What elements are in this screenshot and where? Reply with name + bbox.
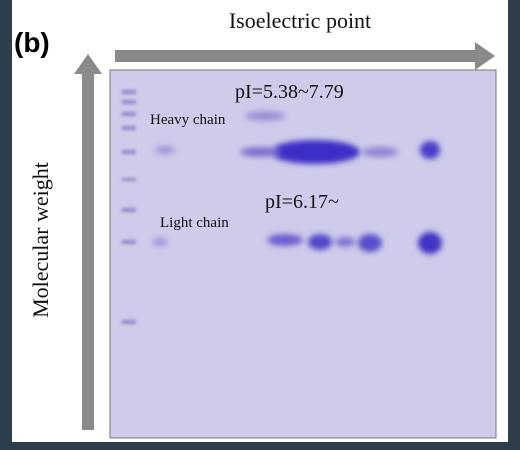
panel-label: (b) xyxy=(14,27,50,58)
heavy-chain: Heavy chain xyxy=(150,112,226,128)
x-arrow xyxy=(115,42,495,70)
x-axis-label: Isoelectric point xyxy=(229,8,371,33)
light-chain: Light chain xyxy=(160,215,229,231)
y-axis-label: Molecular weight xyxy=(28,162,53,318)
marker-lane xyxy=(122,90,136,324)
spots xyxy=(152,111,442,254)
gel xyxy=(109,69,497,439)
light-pi: pI=6.17~ xyxy=(265,191,339,213)
y-arrow xyxy=(74,54,102,430)
heavy-pi: pI=5.38~7.79 xyxy=(235,81,344,103)
